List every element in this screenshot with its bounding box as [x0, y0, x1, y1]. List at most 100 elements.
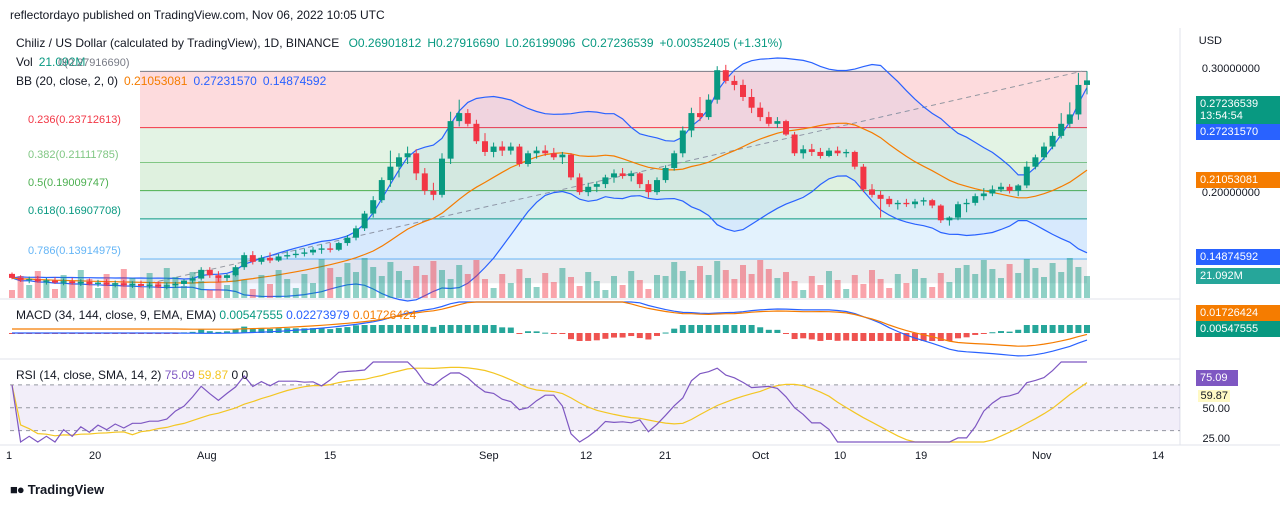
volume-bar: [86, 279, 93, 298]
bb-band-fill: [12, 58, 1087, 301]
volume-bar: [834, 280, 841, 298]
ohlc-close: C0.27236539: [581, 36, 654, 50]
volume-bar: [860, 284, 867, 298]
volume-bar: [284, 279, 291, 298]
candle-body: [1066, 114, 1073, 124]
candle-body: [1049, 135, 1056, 147]
macd-hist-bar: [542, 332, 549, 334]
candle-body: [645, 184, 652, 193]
macd-hist-bar: [757, 327, 764, 333]
candle-body: [705, 99, 712, 118]
candle-body: [421, 173, 428, 191]
candle-body: [447, 121, 454, 159]
candle-body: [189, 278, 196, 281]
volume-bar: [679, 271, 686, 298]
time-tick: Sep: [479, 450, 499, 462]
volume-bar: [335, 277, 342, 298]
rsi-sma-line: [11, 366, 1088, 443]
volume-bar: [826, 271, 832, 298]
volume-bar: [525, 278, 531, 298]
volume-bar: [542, 273, 549, 298]
volume-bar: [662, 276, 669, 298]
volume-bar: [1075, 267, 1082, 298]
volume-bar: [267, 284, 273, 298]
rsi-label[interactable]: RSI (14, close, SMA, 14, 2): [16, 368, 162, 382]
candle-body: [241, 255, 248, 268]
volume-bar: [972, 274, 979, 298]
volume-bar: [1006, 264, 1013, 298]
candle-body: [284, 255, 291, 257]
volume-bar: [980, 260, 987, 298]
macd-hist-bar: [1006, 331, 1013, 333]
macd-hist-bar: [327, 329, 334, 333]
bb-mid-value: 0.21053081: [124, 74, 188, 88]
symbol-title[interactable]: Chiliz / US Dollar (calculated by Tradin…: [16, 36, 340, 50]
macd-hist-bar: [972, 333, 979, 335]
currency-label: USD: [1198, 35, 1222, 47]
volume-bar: [258, 275, 265, 298]
volume-bar: [206, 290, 213, 298]
candle-body: [206, 269, 213, 276]
macd-hist-bar: [310, 328, 316, 333]
candle-body: [834, 150, 841, 154]
bb-label[interactable]: BB (20, close, 2, 0): [16, 74, 119, 88]
tv-brand: TradingView: [27, 482, 105, 497]
fib-zone: [140, 127, 1087, 163]
candle-body: [903, 202, 910, 205]
macd-hist-bar: [1058, 325, 1065, 333]
macd-hist-bar: [378, 325, 385, 333]
macd-hist-bar: [507, 327, 514, 333]
volume-bar: [912, 269, 918, 298]
volume-bar: [232, 271, 239, 298]
candle-body: [1084, 80, 1090, 85]
candle-body: [353, 228, 359, 238]
candle-body: [387, 166, 394, 181]
macd-hist-bar: [1075, 325, 1082, 333]
candle-body: [817, 151, 824, 156]
volume-bar: [456, 265, 463, 298]
macd-hist-bar: [224, 331, 230, 333]
macd-hist-bar: [198, 329, 205, 333]
macd-hist-bar: [241, 326, 248, 333]
candle-body: [1006, 186, 1013, 191]
macd-hist-bar: [946, 333, 953, 341]
volume-bar: [903, 283, 910, 298]
volume-bar: [714, 261, 721, 298]
candle-body: [516, 146, 523, 164]
candle-body: [146, 284, 153, 286]
fib-zone: [140, 218, 1087, 259]
macd-label[interactable]: MACD (34, 144, close, 9, EMA, EMA): [16, 308, 217, 322]
volume-bar: [593, 281, 600, 298]
candle-body: [232, 267, 239, 276]
candle-body: [43, 280, 50, 282]
volume-bar: [198, 281, 205, 298]
candle-body: [748, 97, 755, 108]
time-tick: 12: [580, 450, 593, 462]
macd-hist-bar: [748, 325, 755, 333]
volume-bar: [275, 270, 282, 298]
candle-body: [980, 193, 987, 197]
candle-body: [783, 121, 789, 135]
volume-label[interactable]: Vol: [16, 55, 33, 69]
candle-body: [998, 186, 1004, 190]
macd-hist-bar: [396, 325, 402, 333]
candle-body: [413, 153, 420, 174]
candle-body: [1015, 185, 1022, 191]
macd-hist-bar: [645, 333, 652, 340]
macd-hist-bar: [697, 325, 703, 333]
volume-bar: [138, 287, 144, 298]
time-tick: 20: [89, 450, 102, 462]
candle-body: [138, 283, 144, 286]
volume-bar: [413, 266, 420, 298]
volume-bar: [877, 279, 884, 298]
macd-hist-bar: [654, 333, 660, 336]
candle-body: [860, 166, 867, 190]
tradingview-logo[interactable]: ■● TradingView: [10, 482, 104, 497]
time-tick: Aug: [197, 450, 217, 462]
volume-bar: [791, 281, 798, 298]
candle-body: [697, 113, 703, 118]
candle-body: [662, 168, 669, 181]
macd-hist-bar: [671, 328, 678, 333]
macd-hist-bar: [1032, 325, 1039, 333]
